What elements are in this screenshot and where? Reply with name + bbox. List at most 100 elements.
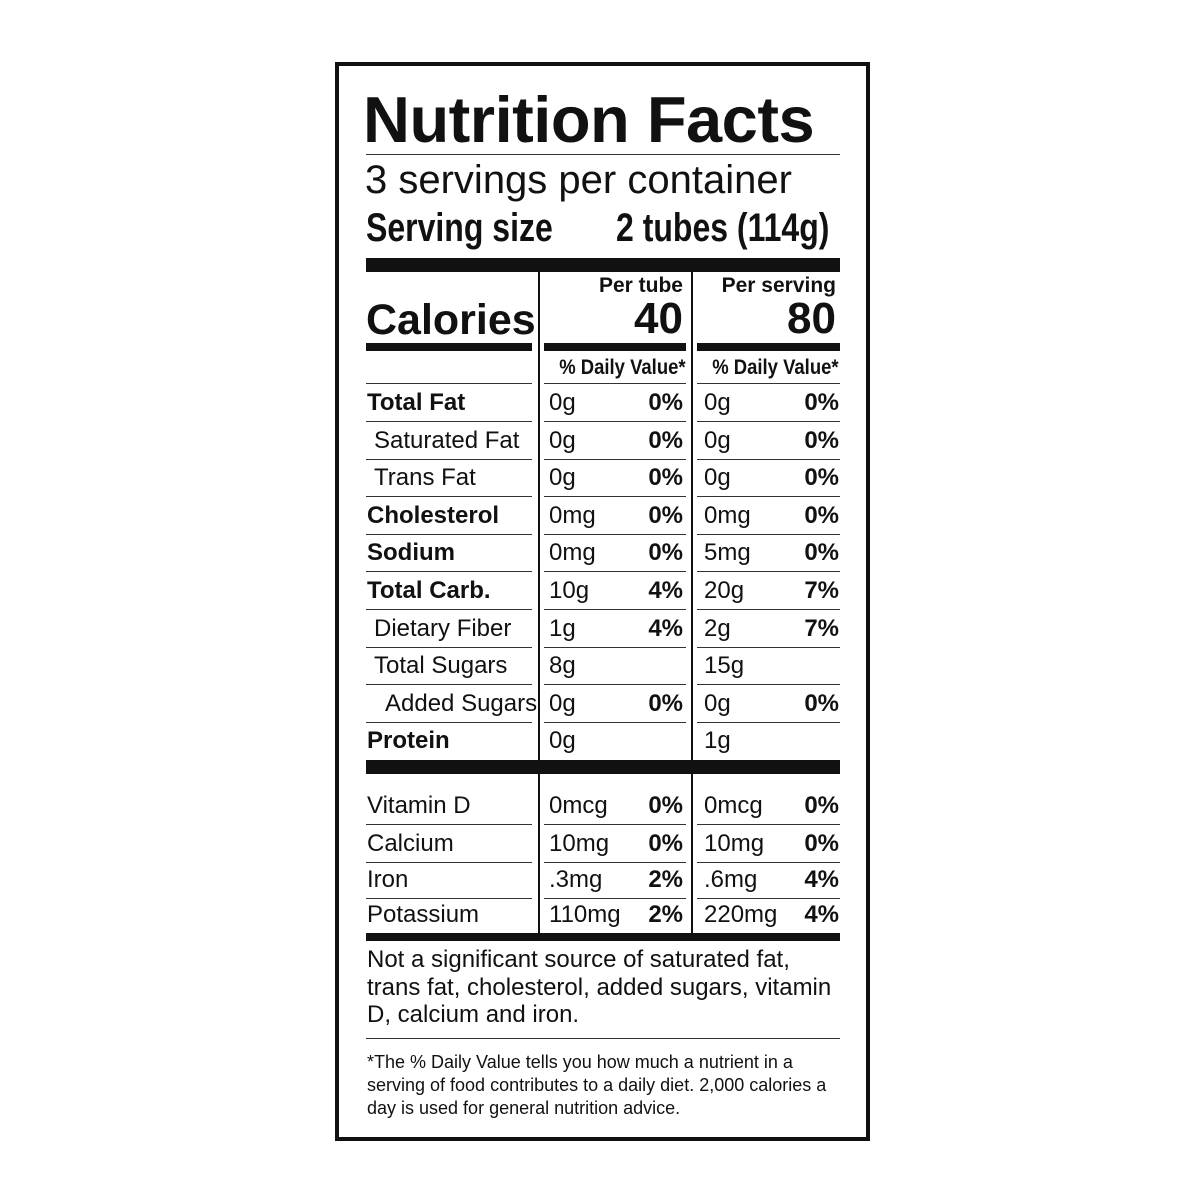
row-divider xyxy=(697,824,840,825)
per-tube-amount: 0mg xyxy=(549,539,596,566)
per-serving-percent: 4% xyxy=(804,866,839,893)
row-divider xyxy=(697,722,840,723)
row-divider xyxy=(544,534,686,535)
row-divider xyxy=(697,421,840,422)
row-divider xyxy=(366,898,532,899)
per-tube-percent: 0% xyxy=(648,690,683,717)
per-serving-amount: 0mcg xyxy=(704,792,763,819)
per-serving-amount: 20g xyxy=(704,577,745,604)
column-divider xyxy=(538,774,540,933)
calories-label: Calories xyxy=(366,296,536,344)
per-tube-amount: 0g xyxy=(549,690,576,717)
per-tube-amount: 8g xyxy=(549,652,576,679)
per-tube-amount: 0g xyxy=(549,389,576,416)
per-serving-percent: 0% xyxy=(804,539,839,566)
label-border xyxy=(335,62,870,1141)
per-serving-amount: 15g xyxy=(704,652,745,679)
row-divider xyxy=(697,647,840,648)
divider xyxy=(366,1038,840,1039)
per-serving-amount: 0mg xyxy=(704,502,751,529)
row-divider xyxy=(366,647,532,648)
per-serving-percent: 0% xyxy=(804,690,839,717)
per-serving-amount: .6mg xyxy=(704,866,758,893)
row-divider xyxy=(366,534,532,535)
per-serving-percent: 4% xyxy=(804,901,839,928)
divider xyxy=(366,154,840,155)
row-divider xyxy=(544,609,686,610)
per-tube-amount: 110mg xyxy=(549,901,621,928)
calories-bar xyxy=(366,343,532,351)
divider xyxy=(366,383,532,384)
nutrient-name: Saturated Fat xyxy=(374,427,520,454)
row-divider xyxy=(544,898,686,899)
per-tube-percent: 0% xyxy=(648,830,683,857)
row-divider xyxy=(544,722,686,723)
row-divider xyxy=(366,684,532,685)
not-significant-note: Not a significant source of saturated fa… xyxy=(367,946,832,1028)
row-divider xyxy=(544,647,686,648)
per-serving-amount: 0g xyxy=(704,427,731,454)
row-divider xyxy=(366,862,532,863)
per-serving-percent: 7% xyxy=(804,577,839,604)
per-serving-calories: 80 xyxy=(787,294,836,343)
nutrient-name: Protein xyxy=(367,727,450,754)
daily-value-header: % Daily Value* xyxy=(559,356,686,379)
row-divider xyxy=(366,421,532,422)
per-serving-amount: 1g xyxy=(704,727,731,754)
serving-size-label: Serving size xyxy=(366,206,553,250)
per-tube-percent: 0% xyxy=(648,427,683,454)
per-serving-percent: 0% xyxy=(804,792,839,819)
nutrient-name: Trans Fat xyxy=(374,464,476,491)
per-tube-calories: 40 xyxy=(634,294,683,343)
per-serving-amount: 0g xyxy=(704,690,731,717)
nutrient-name: Iron xyxy=(367,866,409,893)
row-divider xyxy=(697,862,840,863)
per-tube-amount: 1g xyxy=(549,615,576,642)
column-divider xyxy=(538,272,540,760)
daily-value-footnote: *The % Daily Value tells you how much a … xyxy=(367,1052,827,1118)
divider xyxy=(544,383,686,384)
per-serving-percent: 7% xyxy=(804,615,839,642)
per-tube-percent: 2% xyxy=(648,866,683,893)
nutrient-name: Total Carb. xyxy=(367,577,491,604)
row-divider xyxy=(697,571,840,572)
row-divider xyxy=(544,684,686,685)
row-divider xyxy=(366,571,532,572)
row-divider xyxy=(544,459,686,460)
nutrient-name: Cholesterol xyxy=(367,502,500,529)
per-serving-percent: 0% xyxy=(804,389,839,416)
per-tube-amount: 10mg xyxy=(549,830,610,857)
nutrient-name: Total Fat xyxy=(367,389,466,416)
row-divider xyxy=(366,722,532,723)
per-tube-percent: 4% xyxy=(648,577,683,604)
per-serving-percent: 0% xyxy=(804,464,839,491)
per-serving-amount: 0g xyxy=(704,389,731,416)
row-divider xyxy=(366,496,532,497)
per-serving-percent: 0% xyxy=(804,830,839,857)
per-tube-amount: 0g xyxy=(549,464,576,491)
calories-bar xyxy=(544,343,686,351)
per-tube-percent: 0% xyxy=(648,464,683,491)
per-tube-percent: 0% xyxy=(648,389,683,416)
thick-divider xyxy=(366,933,840,941)
nutrient-name: Vitamin D xyxy=(367,792,471,819)
nutrient-name: Dietary Fiber xyxy=(374,615,512,642)
per-serving-amount: 220mg xyxy=(704,901,778,928)
column-divider xyxy=(691,774,693,933)
row-divider xyxy=(697,898,840,899)
column-divider xyxy=(691,272,693,760)
per-serving-amount: 5mg xyxy=(704,539,751,566)
nutrient-name: Added Sugars xyxy=(385,690,538,717)
nutrient-name: Calcium xyxy=(367,830,454,857)
label-title: Nutrition Facts xyxy=(363,83,815,156)
per-tube-percent: 0% xyxy=(648,502,683,529)
per-tube-amount: 0mg xyxy=(549,502,596,529)
thick-divider xyxy=(366,258,840,272)
per-tube-percent: 0% xyxy=(648,539,683,566)
row-divider xyxy=(697,459,840,460)
row-divider xyxy=(366,459,532,460)
per-tube-amount: 0mcg xyxy=(549,792,608,819)
row-divider xyxy=(544,571,686,572)
serving-size-value: 2 tubes (114g) xyxy=(616,206,830,250)
